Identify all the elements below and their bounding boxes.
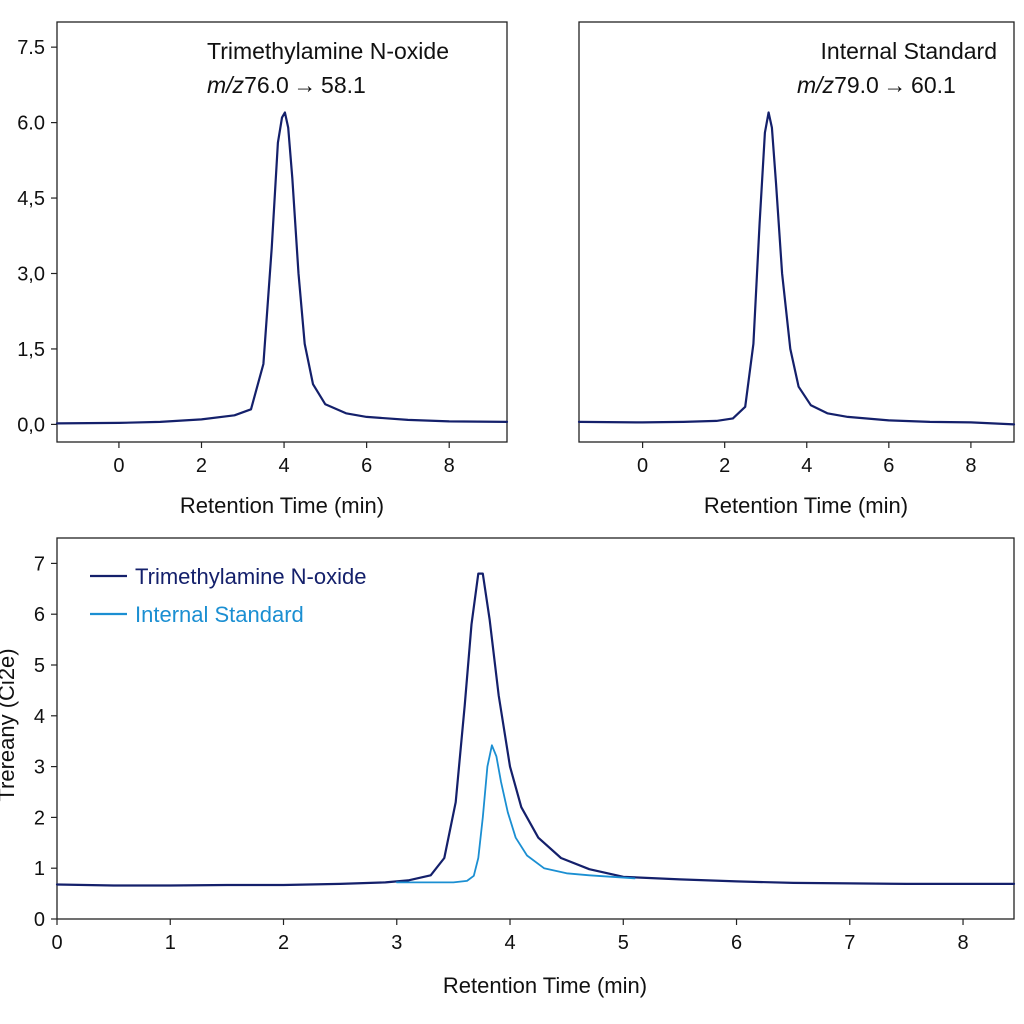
panel-is-x-ticks: 0 2 4 6 8 (637, 442, 976, 477)
y-tick-label: 2 (34, 807, 45, 829)
panel-overlay-frame (56, 537, 1015, 920)
y-tick-label: 0,0 (17, 414, 45, 436)
x-tick-label: 0 (637, 455, 648, 477)
y-tick-label: 0 (34, 909, 45, 931)
tmao-mz-prefix: m/z (207, 72, 245, 98)
panel-overlay-x-ticks: 0 1 2 3 4 5 6 7 8 (51, 919, 969, 954)
x-tick-label: 8 (957, 932, 968, 954)
x-tick-label: 4 (504, 932, 515, 954)
x-tick-label: 7 (844, 932, 855, 954)
y-tick-label: 7 (34, 553, 45, 575)
y-tick-label: 1,5 (17, 339, 45, 361)
y-tick-label: 1 (34, 858, 45, 880)
x-tick-label: 4 (801, 455, 812, 477)
x-tick-label: 2 (278, 932, 289, 954)
panel-internal-standard: 0 2 4 6 8 Internal Standard m/z79.0 → 60.1 R… (577, 21, 1016, 518)
panel-overlay-y-ticks: 0 1 2 3 4 5 6 7 (34, 553, 57, 931)
x-tick-label: 6 (361, 455, 372, 477)
is-chromatogram-line (577, 111, 1016, 426)
y-tick-label: 7.5 (17, 37, 45, 59)
panel-overlay-x-axis-title: Retention Time (min) (443, 973, 647, 998)
panel-tmao: 0,0 1,5 3,0 4,5 6.0 7.5 0 2 4 6 8 Trimethylamine … (17, 21, 509, 518)
legend: Trimethylamine N-oxide Internal Standard (90, 564, 366, 627)
panel-overlay-y-axis-title: Trereany (Ci2e) (0, 648, 19, 801)
tmao-chromatogram-line (55, 111, 509, 425)
is-transition-value: 79.0 → 60.1 (834, 72, 956, 98)
x-tick-label: 8 (965, 455, 976, 477)
y-tick-label: 3 (34, 757, 45, 779)
panel-overlay: 0 1 2 3 4 5 6 7 0 1 2 3 4 5 6 7 8 Trimethylamine N-oxid… (0, 537, 1016, 998)
panel-tmao-frame (56, 21, 508, 443)
y-tick-label: 6.0 (17, 113, 45, 135)
panel-tmao-x-axis-title: Retention Time (min) (180, 493, 384, 518)
panel-tmao-x-ticks: 0 2 4 6 8 (113, 442, 455, 477)
x-tick-label: 6 (731, 932, 742, 954)
x-tick-label: 3 (391, 932, 402, 954)
x-tick-label: 2 (196, 455, 207, 477)
panel-tmao-y-ticks: 0,0 1,5 3,0 4,5 6.0 7.5 (17, 37, 57, 436)
y-tick-label: 3,0 (17, 263, 45, 285)
x-tick-label: 4 (279, 455, 290, 477)
is-mz-prefix: m/z (797, 72, 835, 98)
legend-label-is: Internal Standard (135, 602, 304, 627)
tmao-transition-value: 76.0 → 58.1 (244, 72, 366, 98)
tmao-transition-label: m/z76.0 → 58.1 (207, 72, 366, 98)
panel-is-x-axis-title: Retention Time (min) (704, 493, 908, 518)
y-tick-label: 5 (34, 655, 45, 677)
x-tick-label: 1 (165, 932, 176, 954)
tmao-compound-label: Trimethylamine N-oxide (207, 38, 449, 64)
x-tick-label: 6 (883, 455, 894, 477)
overlay-is-line (395, 744, 636, 884)
y-tick-label: 4,5 (17, 188, 45, 210)
x-tick-label: 8 (444, 455, 455, 477)
legend-label-tmao: Trimethylamine N-oxide (135, 564, 366, 589)
x-tick-label: 0 (51, 932, 62, 954)
x-tick-label: 0 (113, 455, 124, 477)
is-transition-label: m/z79.0 → 60.1 (797, 72, 956, 98)
y-tick-label: 4 (34, 706, 45, 728)
y-tick-label: 6 (34, 604, 45, 626)
overlay-tmao-line (55, 572, 1016, 887)
panel-is-frame (578, 21, 1015, 443)
is-compound-label: Internal Standard (821, 38, 997, 64)
x-tick-label: 5 (618, 932, 629, 954)
x-tick-label: 2 (719, 455, 730, 477)
